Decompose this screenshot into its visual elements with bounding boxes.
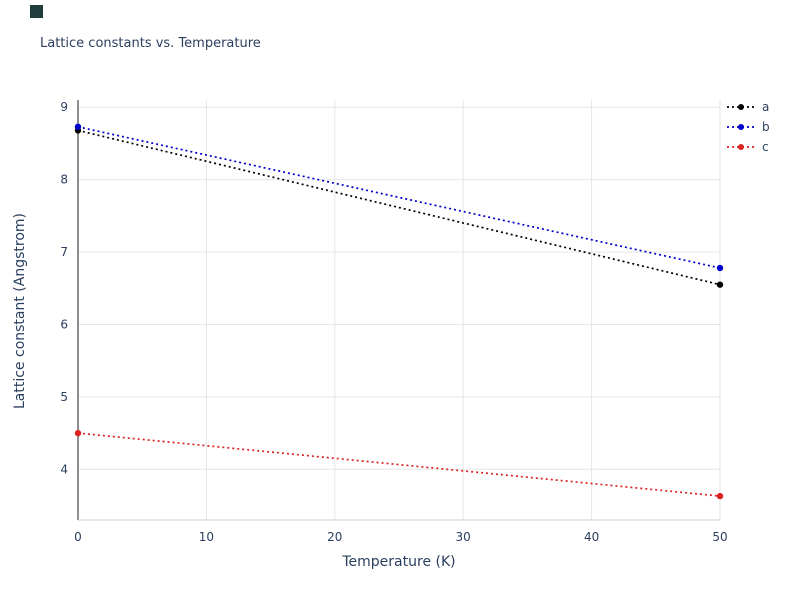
y-tick-label: 9 (60, 100, 68, 114)
legend-swatch-b (727, 124, 755, 130)
legend-label-b: b (762, 120, 770, 134)
series-marker-c (716, 492, 724, 500)
y-tick-label: 4 (60, 462, 68, 476)
legend-marker-b (738, 124, 744, 130)
legend-swatch-a (727, 104, 755, 110)
x-tick-label: 10 (199, 530, 214, 544)
legend-item-c[interactable]: c (726, 140, 770, 154)
y-axis-label: Lattice constant (Angstrom) (12, 213, 28, 410)
legend-marker-c (738, 144, 744, 150)
chart-title: Lattice constants vs. Temperature (40, 36, 261, 51)
corner-logo (30, 5, 43, 18)
x-tick-label: 0 (74, 530, 82, 544)
x-tick-label: 20 (327, 530, 342, 544)
series-marker-c (74, 429, 82, 437)
series-marker-b (716, 264, 724, 272)
y-tick-label: 7 (60, 245, 68, 259)
x-axis-label: Temperature (K) (342, 554, 456, 570)
y-tick-label: 8 (60, 173, 68, 187)
legend-swatch-c (727, 144, 755, 150)
series-marker-a (716, 281, 724, 288)
y-tick-label: 5 (60, 390, 68, 404)
y-tick-label: 6 (60, 317, 68, 331)
series-marker-b (74, 123, 82, 130)
x-tick-label: 30 (456, 530, 471, 544)
legend-marker-a (738, 104, 744, 110)
series-line-a (77, 129, 721, 286)
series-line-c (77, 432, 721, 497)
series-line-b (77, 125, 721, 269)
legend-item-b[interactable]: b (726, 120, 770, 134)
legend-label-a: a (762, 100, 770, 114)
legend-label-c: c (762, 140, 769, 154)
x-tick-label: 50 (712, 530, 727, 544)
legend-item-a[interactable]: a (726, 100, 770, 114)
x-tick-label: 40 (584, 530, 599, 544)
